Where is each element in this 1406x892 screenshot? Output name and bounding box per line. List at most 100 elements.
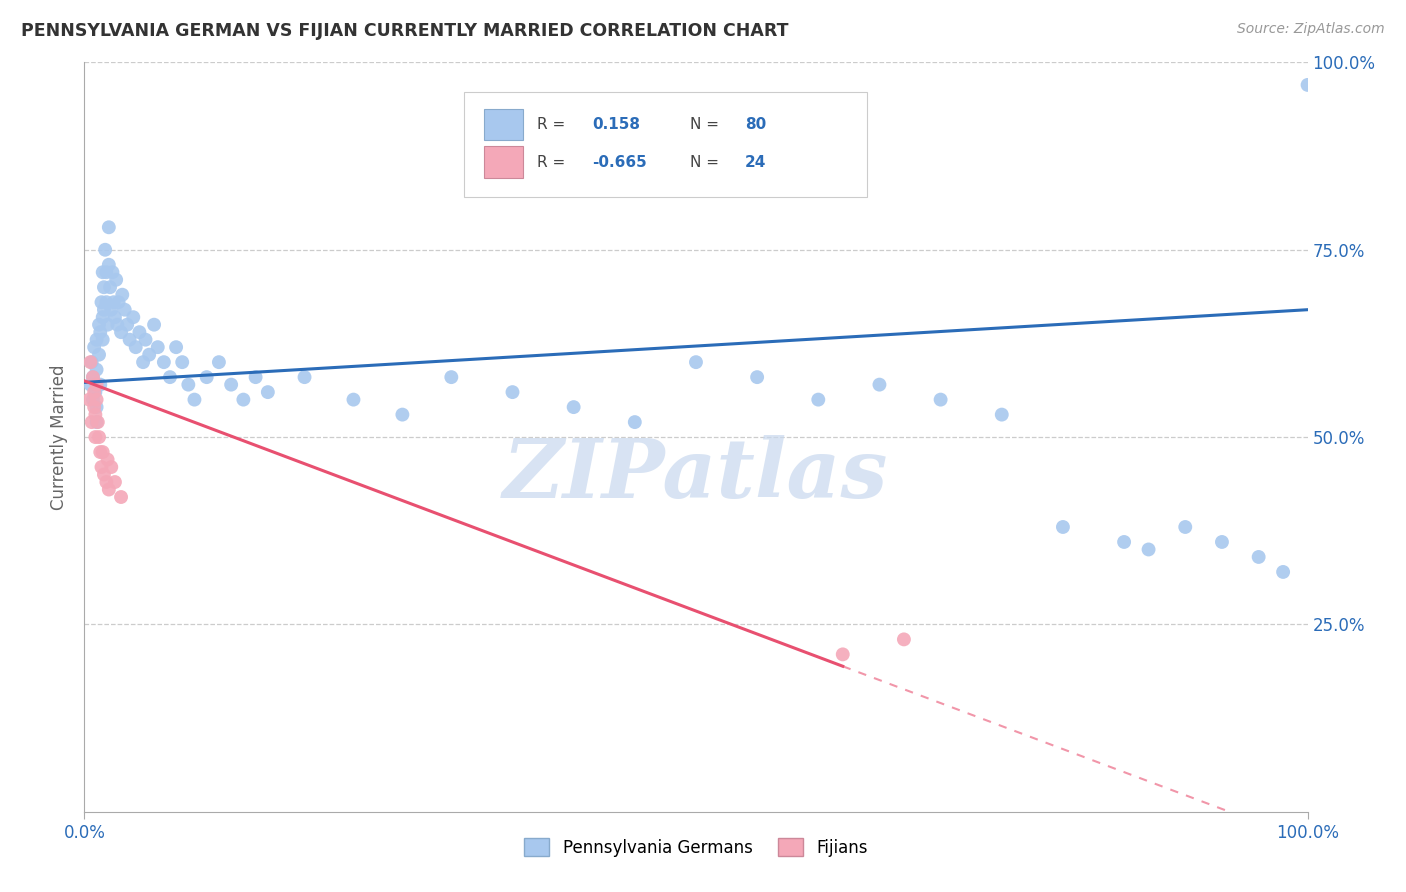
Point <box>159 370 181 384</box>
Point <box>1211 535 1233 549</box>
Text: 80: 80 <box>745 117 766 132</box>
Point <box>245 370 267 384</box>
Point <box>79 355 101 369</box>
Text: -0.665: -0.665 <box>592 154 647 169</box>
Point <box>1052 520 1074 534</box>
Point <box>89 377 111 392</box>
Point <box>115 318 138 332</box>
Point <box>177 377 200 392</box>
Point <box>86 400 108 414</box>
Point <box>86 392 108 407</box>
Point <box>96 475 118 489</box>
Text: Source: ZipAtlas.com: Source: ZipAtlas.com <box>1237 22 1385 37</box>
Point <box>1137 542 1160 557</box>
Point <box>89 445 111 459</box>
Text: N =: N = <box>690 154 724 169</box>
Point <box>86 377 108 392</box>
Point <box>165 340 187 354</box>
Point <box>93 280 115 294</box>
FancyBboxPatch shape <box>464 93 868 197</box>
Point <box>84 408 107 422</box>
FancyBboxPatch shape <box>484 146 523 178</box>
Point <box>91 265 114 279</box>
Point <box>83 400 105 414</box>
Point <box>97 258 120 272</box>
Point <box>1174 520 1197 534</box>
Point <box>93 302 115 317</box>
Point <box>90 295 112 310</box>
Point <box>143 318 166 332</box>
Point <box>87 348 110 362</box>
Point <box>110 325 132 339</box>
Point <box>294 370 316 384</box>
Point <box>84 430 107 444</box>
Point <box>83 340 105 354</box>
Point <box>232 392 254 407</box>
Point <box>101 265 124 279</box>
Point <box>91 445 114 459</box>
Point <box>86 415 108 429</box>
Text: R =: R = <box>537 117 569 132</box>
Point <box>104 310 127 325</box>
Point <box>195 370 218 384</box>
Point <box>83 385 105 400</box>
Text: R =: R = <box>537 154 569 169</box>
Point <box>128 325 150 339</box>
Point <box>440 370 463 384</box>
Point <box>90 460 112 475</box>
Point <box>91 310 114 325</box>
Legend: Pennsylvania Germans, Fijians: Pennsylvania Germans, Fijians <box>517 832 875 863</box>
Point <box>138 348 160 362</box>
Point <box>1272 565 1295 579</box>
Point <box>80 355 103 369</box>
Point <box>97 318 120 332</box>
Point <box>104 475 127 489</box>
Point <box>97 483 120 497</box>
Point <box>208 355 231 369</box>
Point <box>103 295 125 310</box>
Point <box>87 318 110 332</box>
Point <box>114 302 136 317</box>
Text: ZIPatlas: ZIPatlas <box>503 434 889 515</box>
Point <box>125 340 148 354</box>
Point <box>893 632 915 647</box>
Point <box>77 392 100 407</box>
Point <box>80 415 103 429</box>
Point <box>146 340 169 354</box>
Point <box>747 370 769 384</box>
Text: 0.158: 0.158 <box>592 117 640 132</box>
Point <box>929 392 952 407</box>
Point <box>94 243 117 257</box>
Point <box>1296 78 1319 92</box>
Point <box>82 370 104 384</box>
Point <box>87 430 110 444</box>
Point <box>96 265 118 279</box>
Point <box>111 287 134 301</box>
Point <box>98 280 121 294</box>
Point <box>84 385 107 400</box>
Point <box>562 400 585 414</box>
Point <box>100 302 122 317</box>
Point <box>183 392 205 407</box>
Point <box>100 460 122 475</box>
Point <box>219 377 242 392</box>
Point <box>118 333 141 347</box>
FancyBboxPatch shape <box>484 109 523 140</box>
Point <box>96 295 118 310</box>
Text: 24: 24 <box>745 154 766 169</box>
Point <box>1247 549 1270 564</box>
Point <box>93 467 115 482</box>
Point <box>624 415 647 429</box>
Point <box>257 385 280 400</box>
Point <box>91 333 114 347</box>
Point <box>153 355 176 369</box>
Point <box>97 452 120 467</box>
Text: PENNSYLVANIA GERMAN VS FIJIAN CURRENTLY MARRIED CORRELATION CHART: PENNSYLVANIA GERMAN VS FIJIAN CURRENTLY … <box>21 22 789 40</box>
Point <box>132 355 155 369</box>
Y-axis label: Currently Married: Currently Married <box>51 364 69 510</box>
Point <box>869 377 891 392</box>
Point <box>342 392 364 407</box>
Point <box>86 333 108 347</box>
Point <box>82 392 104 407</box>
Point <box>97 220 120 235</box>
